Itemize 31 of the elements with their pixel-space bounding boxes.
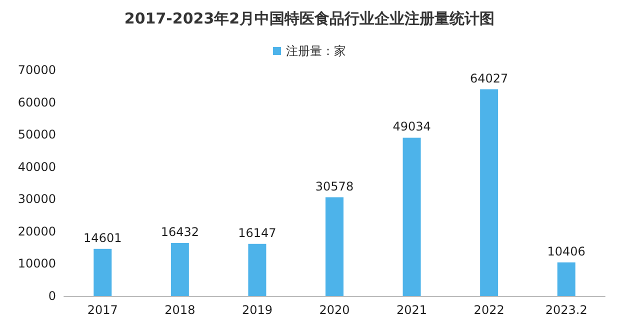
x-tick-label: 2017 — [87, 303, 118, 317]
data-label: 64027 — [470, 71, 508, 86]
bar — [557, 262, 576, 296]
y-tick-label: 40000 — [18, 160, 56, 174]
bar — [480, 89, 498, 296]
x-tick-label: 2020 — [319, 303, 350, 317]
y-tick-label: 70000 — [18, 63, 56, 77]
data-label: 16147 — [238, 226, 276, 240]
x-tick-label: 2018 — [164, 303, 196, 317]
data-label: 16432 — [160, 224, 200, 239]
x-tick-label: 2023.2 — [545, 303, 588, 317]
x-tick-label: 2019 — [242, 303, 272, 317]
bar — [170, 242, 189, 296]
data-label: 10406 — [547, 244, 586, 258]
data-label: 14601 — [84, 230, 122, 245]
bar — [326, 197, 344, 296]
data-label: 49034 — [392, 120, 431, 134]
x-tick-label: 2022 — [474, 303, 504, 317]
bar — [94, 248, 112, 296]
y-tick-label: 30000 — [18, 192, 56, 206]
bar — [402, 138, 421, 296]
chart-title: 2017-2023年2月中国特医食品行业企业注册量统计图 — [124, 10, 495, 28]
legend-label: 注册量：家 — [286, 44, 346, 58]
bar — [248, 244, 266, 296]
data-label: 30578 — [315, 179, 354, 194]
y-tick-label: 50000 — [18, 128, 56, 142]
y-tick-label: 20000 — [18, 224, 56, 238]
x-tick-label: 2021 — [396, 303, 428, 317]
y-tick-label: 10000 — [18, 256, 56, 271]
y-tick-label: 60000 — [18, 95, 56, 110]
y-tick-label: 0 — [48, 289, 56, 303]
